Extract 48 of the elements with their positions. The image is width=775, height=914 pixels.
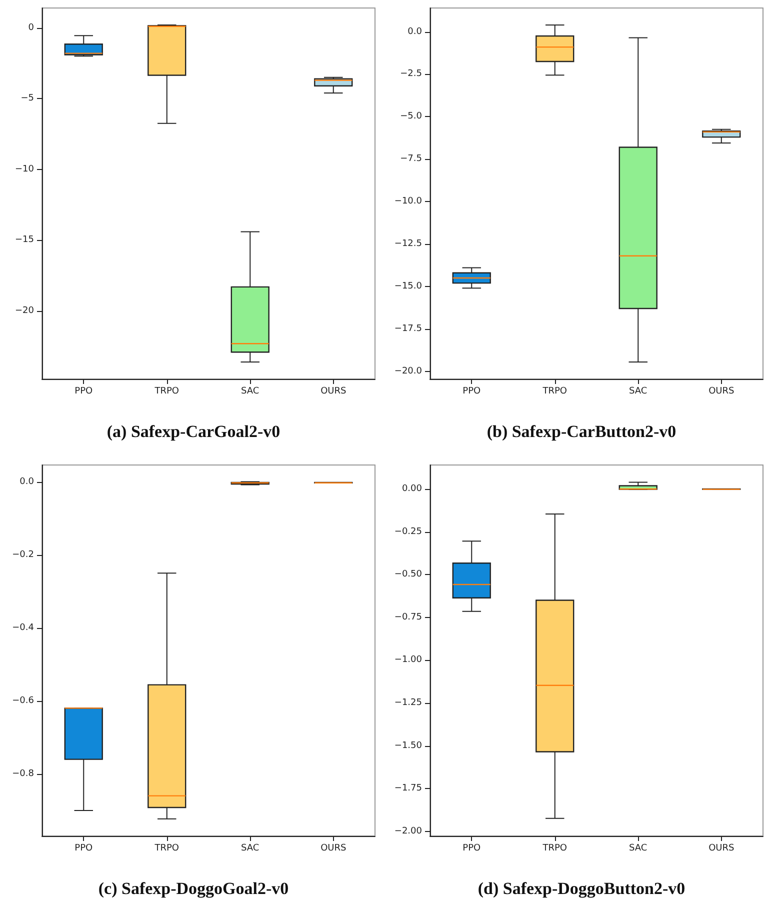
y-tick-label: −0.50 [394,570,422,580]
text: (d) Safexp-DoggoButton2-v0 [478,879,686,898]
x-tick-label: TRPO [542,844,568,854]
text: (a) Safexp-CarGoal2-v0 [106,422,280,441]
y-tick-label: −1.50 [394,740,422,751]
y-tick-label: −0.6 [12,696,34,706]
y-tick-label: 0.0 [408,26,422,37]
y-tick-label: −0.25 [394,526,422,537]
x-tick-label: TRPO [154,844,180,854]
y-tick-label: −1.00 [394,655,422,666]
y-tick-label: −5.0 [400,112,422,122]
x-tick-label: SAC [241,386,260,396]
y-tick-label: −12.5 [394,239,422,250]
y-tick-label: −20 [15,306,34,316]
y-tick-label: −0.8 [12,768,34,779]
y-tick-label: −10.0 [394,196,422,207]
y-tick-label: −5 [20,94,34,104]
y-tick-label: −0.4 [12,622,34,633]
y-tick-label: 0.00 [402,484,422,494]
text: (b) Safexp-CarButton2-v0 [486,422,676,441]
y-tick-label: −10 [15,164,34,174]
y-tick-label: −2.00 [394,826,422,836]
x-tick-label: OURS [708,844,734,854]
x-tick-label: OURS [708,386,734,396]
y-tick-label: −0.75 [394,612,422,622]
y-tick-label: −17.5 [394,324,422,334]
x-tick-label: TRPO [542,386,568,396]
x-tick-label: OURS [320,844,346,854]
y-tick-label: −1.25 [394,698,422,708]
x-tick-label: SAC [241,844,260,854]
y-tick-label: −15.0 [394,281,422,292]
text: (c) Safexp-DoggoGoal2-v0 [98,879,289,898]
x-tick-label: OURS [320,386,346,396]
x-tick-label: TRPO [154,386,180,396]
x-tick-label: PPO [74,844,93,854]
x-tick-label: SAC [629,386,648,396]
y-tick-label: 0.0 [20,476,34,487]
y-tick-label: 0 [28,22,34,33]
y-tick-label: −15 [15,235,34,246]
y-tick-label: −7.5 [400,154,422,164]
x-tick-label: PPO [462,844,481,854]
x-tick-label: PPO [74,386,93,396]
x-tick-label: SAC [629,844,648,854]
y-tick-label: −2.5 [400,69,422,80]
x-tick-label: PPO [462,386,481,396]
y-tick-label: −1.75 [394,784,422,794]
y-tick-label: −0.2 [12,550,34,560]
y-tick-label: −20.0 [394,366,422,376]
